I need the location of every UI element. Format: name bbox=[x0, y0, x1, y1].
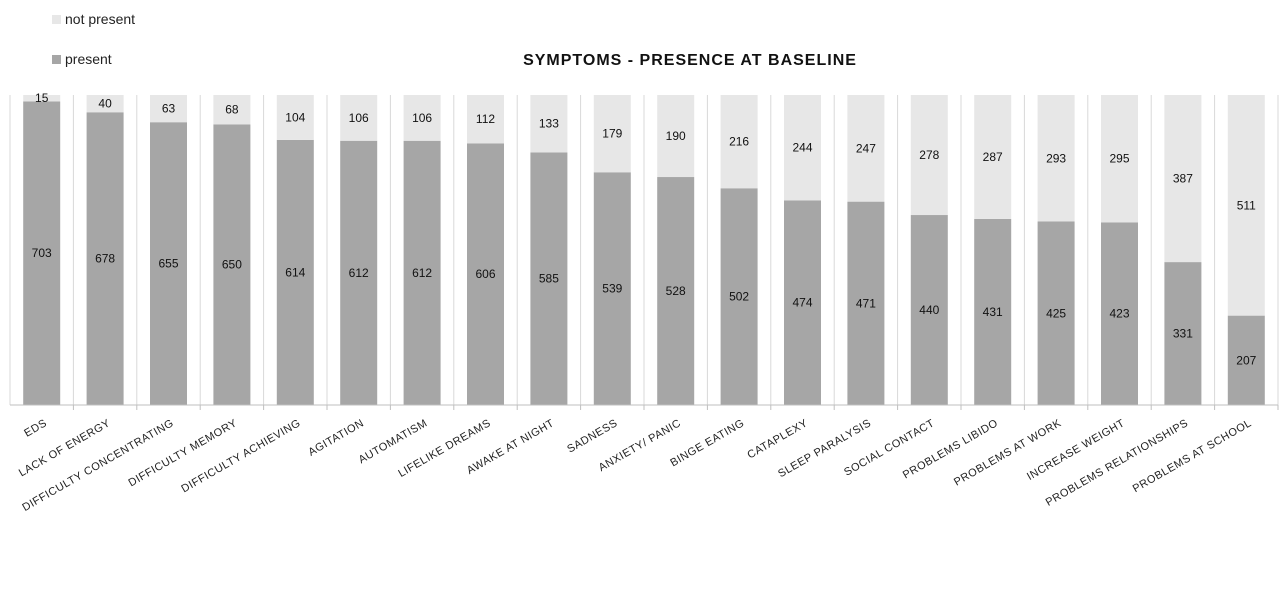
bar-not-present-anxiety-panic bbox=[657, 95, 695, 178]
bar-present-difficulty-memory bbox=[213, 124, 251, 406]
data-label-present: 585 bbox=[539, 272, 559, 286]
bar-not-present-binge-eating bbox=[720, 95, 758, 189]
x-tick-label-difficulty-memory: DIFFICULTY MEMORY bbox=[127, 417, 240, 489]
data-label-present: 207 bbox=[1236, 353, 1256, 367]
data-label-not-present: 244 bbox=[792, 141, 812, 155]
data-label-present: 440 bbox=[919, 303, 939, 317]
data-label-present: 539 bbox=[602, 282, 622, 296]
bar-not-present-sadness bbox=[593, 95, 631, 173]
bar-present-lifelike-dreams bbox=[467, 143, 504, 405]
bar-present-automatism bbox=[403, 140, 441, 405]
data-label-present: 606 bbox=[475, 267, 495, 281]
bar-not-present-increase-weight bbox=[1101, 95, 1138, 223]
data-label-not-present: 68 bbox=[225, 103, 239, 117]
data-label-not-present: 295 bbox=[1109, 152, 1129, 166]
bar-present-anxiety-panic bbox=[657, 177, 695, 405]
bar-present-awake-at-night bbox=[530, 152, 568, 405]
bar-not-present-eds bbox=[23, 95, 61, 102]
data-label-present: 612 bbox=[349, 266, 369, 280]
data-label-present: 423 bbox=[1109, 307, 1129, 321]
bar-not-present-lack-of-energy bbox=[86, 95, 124, 113]
bar-present-binge-eating bbox=[720, 188, 758, 405]
x-tick-label-problems-at-work: PROBLEMS AT WORK bbox=[952, 417, 1064, 488]
x-tick-label-difficulty-achieving: DIFFICULTY ACHIEVING bbox=[179, 417, 302, 495]
bar-present-social-contact bbox=[910, 215, 948, 405]
data-label-not-present: 133 bbox=[539, 117, 559, 131]
data-label-present: 614 bbox=[285, 265, 305, 279]
bar-not-present-cataplexy bbox=[784, 95, 821, 201]
x-tick-label-sadness: SADNESS bbox=[565, 417, 620, 455]
data-label-not-present: 511 bbox=[1237, 198, 1256, 212]
data-label-not-present: 112 bbox=[476, 112, 495, 126]
legend-item-present: present bbox=[52, 51, 112, 67]
x-tick-label-eds: EDS bbox=[22, 417, 49, 439]
chart-title: SYMPTOMS - PRESENCE AT BASELINE bbox=[523, 52, 857, 69]
bar-present-problems-at-school bbox=[1227, 315, 1265, 405]
data-label-not-present: 40 bbox=[98, 97, 112, 111]
bar-present-problems-at-work bbox=[1037, 221, 1075, 405]
bar-present-difficulty-achieving bbox=[276, 139, 314, 405]
data-label-present: 650 bbox=[222, 258, 242, 272]
legend-item-not-present: not present bbox=[52, 11, 135, 27]
data-label-present: 528 bbox=[666, 284, 686, 298]
data-label-not-present: 387 bbox=[1173, 172, 1193, 186]
bar-not-present-awake-at-night bbox=[530, 95, 568, 153]
data-label-not-present: 63 bbox=[162, 102, 176, 116]
data-label-present: 612 bbox=[412, 266, 432, 280]
data-label-not-present: 190 bbox=[666, 129, 686, 143]
data-label-not-present: 179 bbox=[602, 127, 622, 141]
data-label-not-present: 247 bbox=[856, 141, 876, 155]
legend-swatch-not-present bbox=[52, 14, 61, 24]
data-label-not-present: 293 bbox=[1046, 151, 1066, 165]
bar-present-cataplexy bbox=[784, 200, 821, 405]
x-tick-label-agitation: AGITATION bbox=[306, 417, 366, 458]
data-label-present: 471 bbox=[856, 296, 876, 310]
data-label-not-present: 106 bbox=[412, 111, 432, 125]
data-label-present: 331 bbox=[1173, 327, 1193, 341]
legend-label-present: present bbox=[65, 51, 112, 67]
data-label-present: 474 bbox=[792, 296, 812, 310]
bar-not-present-problems-relationships bbox=[1164, 95, 1202, 263]
data-label-not-present: 106 bbox=[349, 111, 369, 125]
data-label-not-present: 15 bbox=[35, 91, 49, 105]
bar-not-present-agitation bbox=[340, 95, 378, 141]
bar-present-increase-weight bbox=[1101, 222, 1138, 405]
data-label-present: 431 bbox=[983, 305, 1003, 319]
bar-not-present-difficulty-achieving bbox=[276, 95, 314, 140]
bar-not-present-automatism bbox=[403, 95, 441, 141]
data-label-not-present: 216 bbox=[729, 135, 749, 149]
bar-not-present-sleep-paralysis bbox=[847, 95, 885, 202]
legend-swatch-present bbox=[52, 54, 61, 64]
bar-present-agitation bbox=[340, 140, 378, 405]
bar-present-sadness bbox=[593, 172, 631, 405]
data-label-present: 655 bbox=[158, 257, 178, 271]
x-tick-label-problems-at-school: PROBLEMS AT SCHOOL bbox=[1131, 417, 1254, 495]
data-label-present: 703 bbox=[32, 246, 52, 260]
bar-not-present-problems-libido bbox=[974, 95, 1012, 219]
bar-present-eds bbox=[23, 101, 61, 406]
bar-not-present-social-contact bbox=[910, 95, 948, 216]
data-label-present: 502 bbox=[729, 290, 749, 304]
bar-not-present-difficulty-memory bbox=[213, 95, 251, 125]
bar-not-present-problems-at-school bbox=[1227, 95, 1265, 316]
bar-present-problems-relationships bbox=[1164, 262, 1202, 405]
bar-not-present-difficulty-concentrating bbox=[150, 95, 187, 123]
data-label-not-present: 287 bbox=[983, 150, 1003, 164]
bar-present-difficulty-concentrating bbox=[150, 122, 187, 405]
bar-present-lack-of-energy bbox=[86, 112, 124, 405]
bar-present-problems-libido bbox=[974, 218, 1012, 405]
bar-present-sleep-paralysis bbox=[847, 201, 885, 405]
legend-label-not-present: not present bbox=[65, 11, 136, 27]
data-label-present: 678 bbox=[95, 252, 115, 266]
data-label-present: 425 bbox=[1046, 306, 1066, 320]
bar-not-present-problems-at-work bbox=[1037, 95, 1075, 222]
bar-not-present-lifelike-dreams bbox=[467, 95, 504, 144]
data-label-not-present: 278 bbox=[919, 148, 939, 162]
data-label-not-present: 104 bbox=[285, 110, 305, 124]
